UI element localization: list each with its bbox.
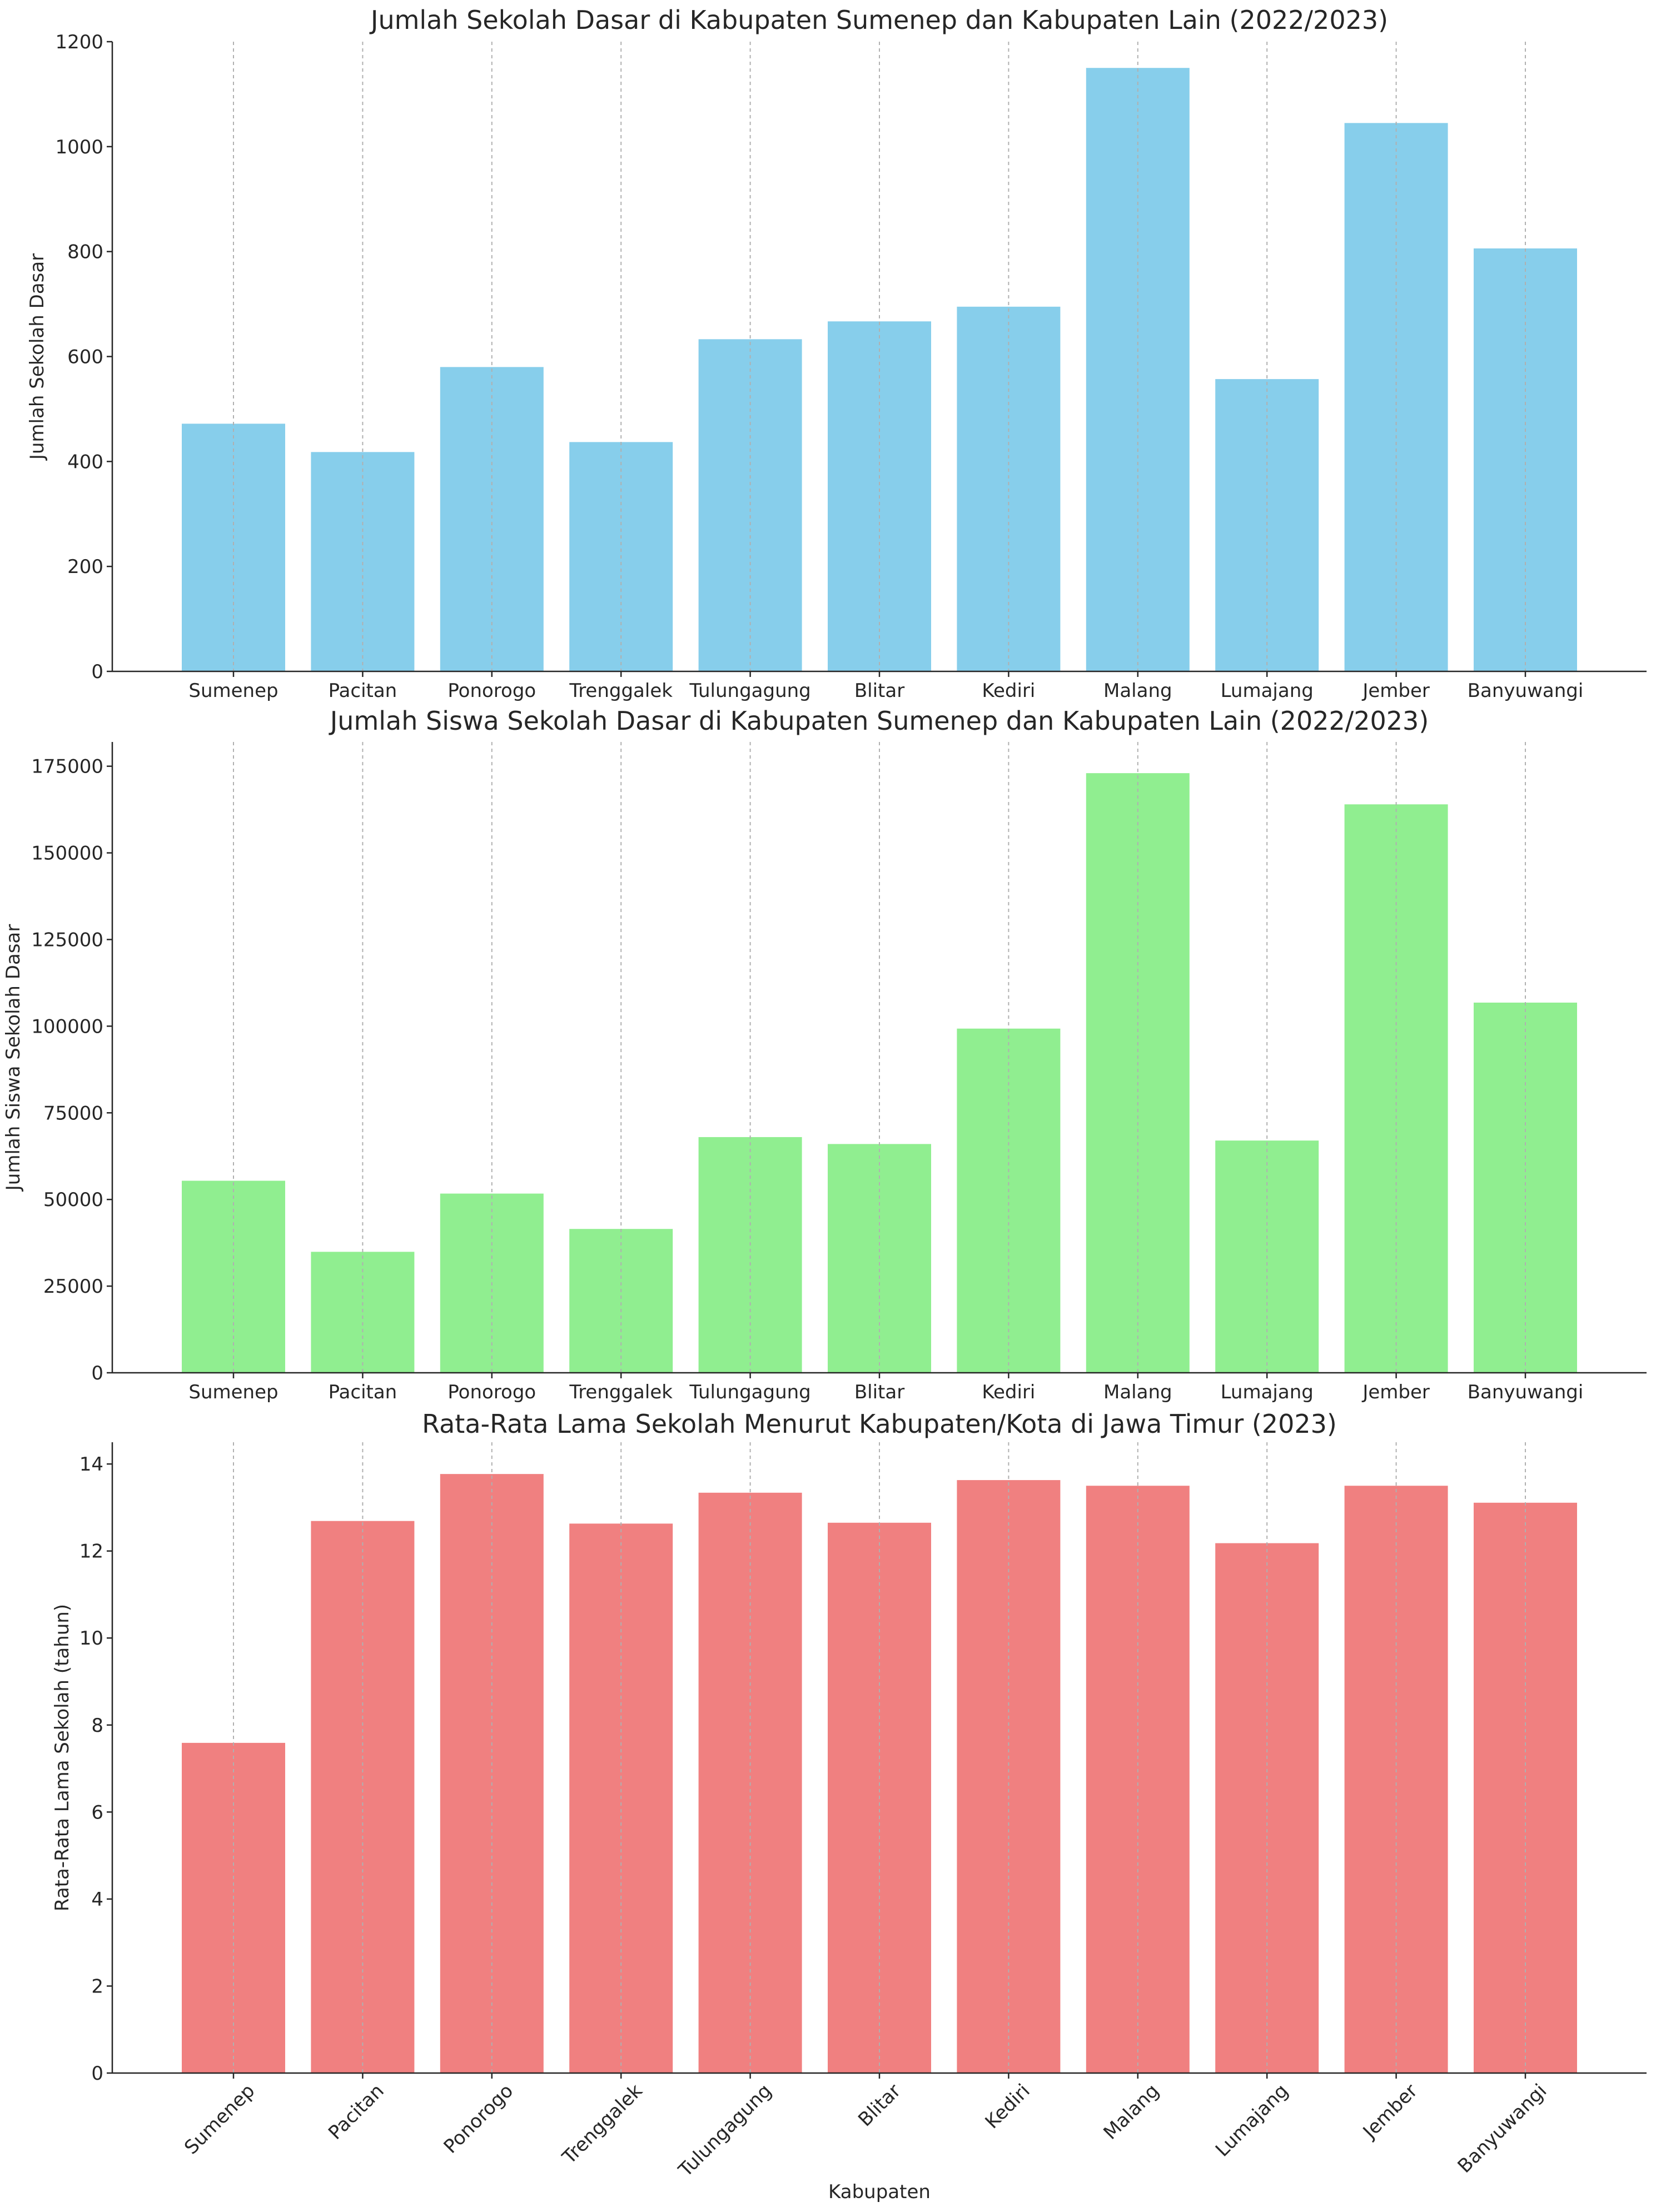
y-axis-label: Rata-Rata Lama Sekolah (tahun)	[51, 1604, 73, 1911]
chart-title: Rata-Rata Lama Sekolah Menurut Kabupaten…	[422, 1409, 1337, 1439]
chart-title: Jumlah Siswa Sekolah Dasar di Kabupaten …	[329, 706, 1429, 736]
y-tick-label: 75000	[43, 1102, 103, 1124]
y-tick-label: 0	[91, 1362, 103, 1384]
y-tick-label: 12	[79, 1541, 103, 1563]
x-tick-label: Lumajang	[1221, 1381, 1314, 1403]
x-tick-label: Banyuwangi	[1468, 680, 1584, 702]
bar-ponorogo	[440, 367, 544, 671]
y-tick-label: 100000	[31, 1015, 103, 1038]
x-tick-label: Trenggalek	[558, 2080, 647, 2169]
chart-panel-3: 0 2 4 6 8 10 12 14 Sumenep Pacitan Ponorogo Trengga…	[51, 1409, 1647, 2203]
chart-panel-1: 0 200 400 600 800 1000 1200 Sumenep Pacitan Ponor…	[26, 5, 1647, 702]
y-tick-label: 1200	[55, 31, 103, 53]
bar-banyuwangi	[1474, 248, 1577, 671]
x-tick-label: Pacitan	[329, 1381, 397, 1403]
y-tick-label: 0	[91, 661, 103, 683]
bar-ponorogo	[440, 1474, 544, 2073]
y-tick-label: 800	[67, 241, 103, 263]
x-axis-label: Kabupaten	[828, 2181, 931, 2203]
y-tick-label: 10	[79, 1627, 103, 1650]
x-tick-label: Kediri	[982, 680, 1035, 702]
y-tick-label: 14	[79, 1453, 103, 1476]
x-tick-label: Ponorogo	[447, 680, 536, 702]
chart-title: Jumlah Sekolah Dasar di Kabupaten Sumene…	[369, 5, 1388, 35]
x-tick-label: Ponorogo	[447, 1381, 536, 1403]
x-tick-label: Jember	[1361, 680, 1430, 702]
y-tick-label: 1000	[55, 136, 103, 158]
bar-sumenep	[182, 424, 285, 671]
x-tick-label: Blitar	[854, 1381, 904, 1403]
y-tick-label: 4	[91, 1889, 103, 1911]
chart-panel-2: 0 25000 50000 75000 100000 125000 150000 175000…	[2, 706, 1647, 1403]
y-axis-label: Jumlah Siswa Sekolah Dasar	[2, 924, 24, 1192]
x-tick-label: Tulungagung	[674, 2080, 776, 2181]
y-tick-label: 50000	[43, 1189, 103, 1211]
bar-malang	[1086, 773, 1190, 1373]
x-tick-label: Jember	[1358, 2080, 1422, 2144]
y-tick-label: 150000	[31, 843, 103, 865]
x-tick-label: Pacitan	[324, 2080, 389, 2144]
x-tick-label: Lumajang	[1221, 680, 1314, 702]
x-tick-label: Jember	[1361, 1381, 1430, 1403]
y-tick-label: 600	[67, 346, 103, 368]
x-tick-label: Blitar	[854, 2080, 905, 2131]
x-tick-label: Lumajang	[1211, 2080, 1293, 2161]
x-tick-label: Trenggalek	[569, 680, 673, 702]
bar-banyuwangi	[1474, 1502, 1577, 2073]
x-tick-label: Malang	[1103, 680, 1172, 702]
y-tick-label: 400	[67, 451, 103, 473]
x-tick-label: Malang	[1103, 1381, 1172, 1403]
x-tick-label: Pacitan	[329, 680, 397, 702]
y-tick-label: 6	[91, 1801, 103, 1824]
x-tick-label: Sumenep	[188, 1381, 278, 1403]
x-tick-label: Tulungagung	[689, 1381, 810, 1403]
x-tick-label: Kediri	[981, 2080, 1035, 2133]
y-axis-label: Jumlah Sekolah Dasar	[26, 253, 48, 461]
x-tick-label: Kediri	[982, 1381, 1035, 1403]
x-tick-label: Ponorogo	[440, 2080, 518, 2158]
x-tick-label: Sumenep	[180, 2080, 259, 2159]
x-tick-label: Tulungagung	[689, 680, 810, 702]
y-tick-label: 175000	[31, 756, 103, 778]
y-tick-label: 25000	[43, 1276, 103, 1298]
bar-kediri	[957, 1028, 1061, 1373]
y-tick-label: 0	[91, 2062, 103, 2085]
x-tick-label: Banyuwangi	[1468, 1381, 1584, 1403]
y-tick-label: 8	[91, 1715, 103, 1737]
y-tick-label: 125000	[31, 929, 103, 951]
x-tick-label: Trenggalek	[569, 1381, 673, 1403]
x-tick-label: Malang	[1099, 2080, 1163, 2144]
x-tick-label: Banyuwangi	[1454, 2080, 1551, 2178]
y-tick-label: 2	[91, 1975, 103, 1997]
x-tick-label: Blitar	[854, 680, 904, 702]
bar-trenggalek	[569, 1229, 673, 1373]
x-tick-label: Sumenep	[188, 680, 278, 702]
y-tick-label: 200	[67, 556, 103, 578]
